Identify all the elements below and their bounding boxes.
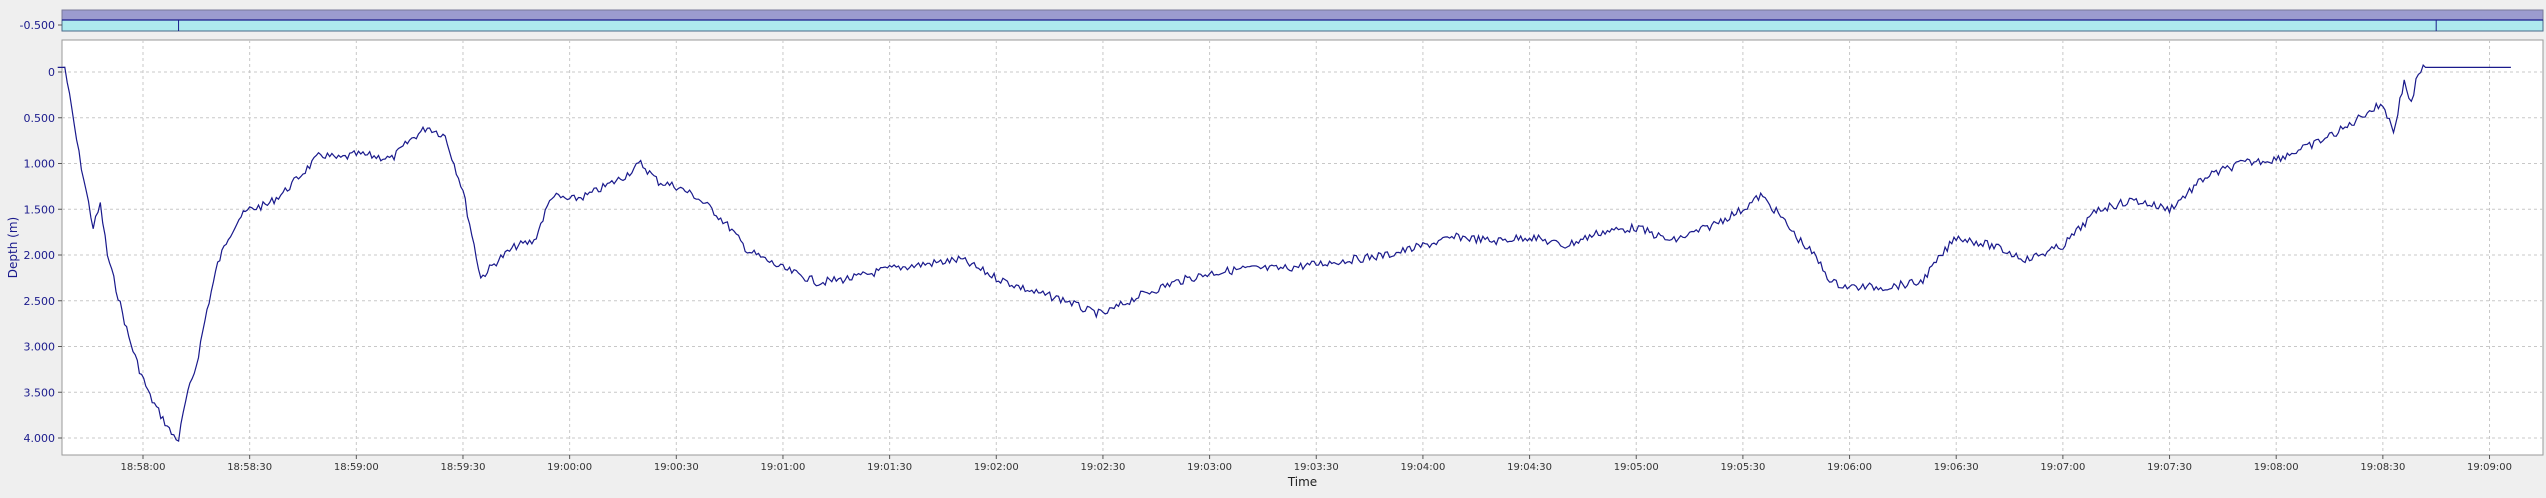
y-tick-label: 3.000: [24, 341, 56, 354]
x-tick-label: 19:05:30: [1720, 462, 1765, 473]
x-tick-label: 19:09:00: [2467, 462, 2512, 473]
x-tick-label: 18:58:30: [227, 462, 272, 473]
y-axis-label: Depth (m): [6, 217, 20, 278]
top-strip: -0.500: [20, 9, 2544, 32]
strip-tick-label: -0.500: [20, 19, 55, 32]
y-tick-label: 3.500: [24, 386, 56, 399]
strip-upper-band: [61, 9, 2544, 21]
x-tick-label: 18:59:30: [441, 462, 486, 473]
strip-lower-band: [61, 19, 2544, 32]
x-tick-label: 19:08:30: [2360, 462, 2405, 473]
x-tick-label: 19:08:00: [2254, 462, 2299, 473]
x-tick-label: 19:02:30: [1080, 462, 1125, 473]
y-axis: 0 0.500 1.000 1.500 2.000 2.500 3.000 3.500 4.00…: [24, 66, 62, 445]
y-tick-label: 0.500: [24, 112, 56, 125]
x-tick-label: 19:03:30: [1294, 462, 1339, 473]
x-tick-label: 19:04:30: [1507, 462, 1552, 473]
y-tick-label: 1.000: [24, 158, 56, 171]
x-axis: 18:58:00 18:58:30 18:59:00 18:59:30 19:00:00…: [121, 455, 2512, 473]
x-tick-label: 19:00:30: [654, 462, 699, 473]
x-axis-label: Time: [1287, 475, 1317, 489]
x-tick-label: 19:05:00: [1614, 462, 1659, 473]
x-tick-label: 18:59:00: [334, 462, 379, 473]
x-tick-label: 19:01:30: [867, 462, 912, 473]
y-tick-label: 0: [48, 66, 55, 79]
x-tick-label: 19:00:00: [547, 462, 592, 473]
y-tick-label: 4.000: [24, 432, 56, 445]
x-tick-label: 19:03:00: [1187, 462, 1232, 473]
plot-area: [61, 39, 2544, 456]
x-tick-label: 19:07:00: [2040, 462, 2085, 473]
y-tick-label: 2.500: [24, 295, 56, 308]
x-tick-label: 19:04:00: [1400, 462, 1445, 473]
x-tick-label: 19:07:30: [2147, 462, 2192, 473]
y-tick-label: 2.000: [24, 249, 56, 262]
x-tick-label: 19:06:00: [1827, 462, 1872, 473]
y-tick-label: 1.500: [24, 203, 56, 216]
x-tick-label: 19:01:00: [760, 462, 805, 473]
x-tick-label: 19:02:00: [974, 462, 1019, 473]
depth-series-line: [57, 63, 2511, 443]
x-tick-label: 19:06:30: [1934, 462, 1979, 473]
x-tick-label: 18:58:00: [121, 462, 166, 473]
